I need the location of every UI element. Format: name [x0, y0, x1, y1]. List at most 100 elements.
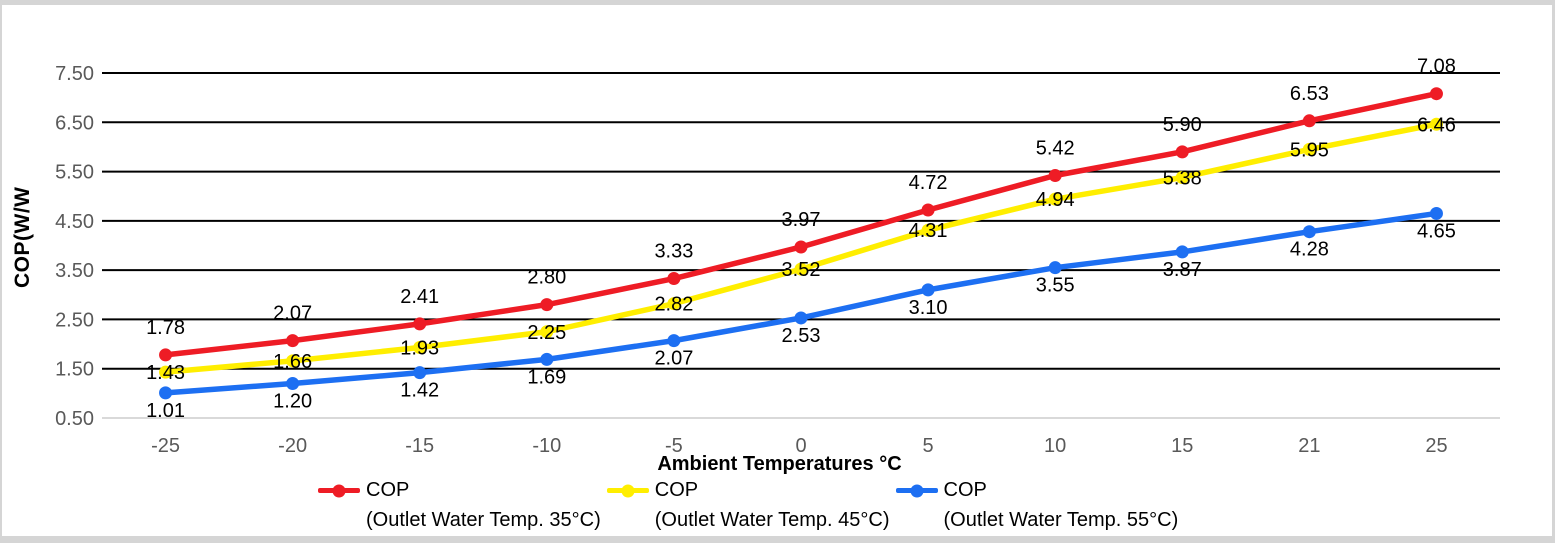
legend-series-name: COP [654, 479, 699, 501]
series-0-line [159, 87, 1443, 362]
data-point-marker [159, 386, 173, 400]
legend-line-marker-icon [895, 484, 938, 497]
data-label: 5.38 [1163, 167, 1202, 189]
legend-dot-icon [332, 484, 346, 497]
series-1-line [159, 117, 1443, 379]
data-label: 1.93 [400, 338, 439, 360]
data-point-marker [1048, 169, 1062, 183]
x-tick-label: 15 [1171, 435, 1193, 457]
legend-item-1: COP (Outlet Water Temp. 45°C) [606, 476, 890, 535]
data-label: 1.43 [146, 362, 185, 384]
data-point-marker [667, 272, 681, 286]
y-tick-label: 4.50 [55, 211, 94, 233]
series-path [162, 210, 1440, 396]
data-label: 5.90 [1163, 114, 1202, 136]
data-label: 1.20 [273, 391, 312, 413]
data-point-marker [1048, 261, 1062, 275]
legend-series-name: COP [943, 479, 987, 501]
data-point-marker [1429, 206, 1443, 220]
data-point-marker [1048, 192, 1062, 206]
data-label: 5.95 [1290, 139, 1329, 161]
y-tick-label: 1.50 [55, 359, 94, 381]
legend-text: COP (Outlet Water Temp. 55°C) [944, 476, 1179, 535]
data-point-marker [1429, 117, 1443, 131]
x-tick-label: 5 [923, 435, 934, 457]
data-label: 6.46 [1417, 114, 1456, 136]
x-tick-label: -20 [278, 435, 307, 457]
y-tick-label: 0.50 [55, 408, 94, 430]
data-label: 4.31 [909, 220, 948, 242]
data-point-marker [794, 240, 808, 254]
legend-dot-icon [621, 484, 635, 497]
data-point-marker [413, 341, 427, 355]
series-2-data-labels: 1.01 1.20 1.42 1.69 2.07 2.53 3.10 3.55 3.87 4.28… [146, 220, 1456, 421]
data-point-marker [413, 317, 427, 331]
legend: COP (Outlet Water Temp. 35°C) COP (Outlet W… [318, 476, 1178, 535]
data-point-marker [540, 325, 554, 339]
y-tick-label: 2.50 [55, 309, 94, 331]
data-point-marker [667, 297, 681, 311]
y-tick-label: 5.50 [55, 162, 94, 184]
data-label: 2.25 [527, 322, 566, 344]
series-2-line [159, 206, 1443, 400]
data-label: 3.87 [1163, 259, 1202, 281]
data-point-marker [667, 334, 681, 348]
y-axis-title: COP(W/W [11, 186, 34, 289]
data-point-marker [794, 262, 808, 276]
data-label: 3.10 [909, 297, 948, 319]
data-label: 2.53 [782, 325, 821, 347]
data-point-marker [1175, 170, 1189, 184]
data-label: 1.42 [400, 380, 439, 402]
data-label: 3.55 [1036, 275, 1075, 297]
x-tick-label: -5 [665, 435, 683, 457]
x-tick-label: 21 [1298, 435, 1320, 457]
data-point-marker [159, 348, 173, 362]
series-1-data-labels: 1.43 1.66 1.93 2.25 2.82 3.52 4.31 4.94 5.38 5.95… [146, 114, 1456, 384]
data-point-marker [540, 352, 554, 366]
legend-item-0: COP (Outlet Water Temp. 35°C) [318, 476, 601, 535]
data-label: 3.97 [782, 209, 821, 231]
series-0-data-labels: 1.78 2.07 2.41 2.80 3.33 3.97 4.72 5.42 5.90 6.53… [146, 56, 1456, 339]
data-point-marker [1302, 225, 1316, 239]
legend-dot-icon [910, 484, 923, 497]
data-label: 2.80 [527, 267, 566, 289]
legend-text: COP (Outlet Water Temp. 35°C) [366, 476, 601, 535]
data-point-marker [286, 377, 300, 390]
legend-item-2: COP (Outlet Water Temp. 55°C) [895, 476, 1179, 535]
data-point-marker [794, 311, 808, 325]
data-point-marker [286, 354, 300, 368]
data-label: 4.94 [1036, 189, 1075, 211]
data-point-marker [1302, 142, 1316, 156]
data-point-marker [1429, 87, 1443, 101]
x-axis-tick-labels: -25 -20 -15 -10 -5 0 5 10 15 21 25 [151, 435, 1447, 457]
data-point-marker [921, 283, 935, 297]
data-label: 2.82 [654, 294, 693, 316]
data-label: 7.08 [1417, 56, 1456, 78]
plot-area: 7.50 6.50 5.50 4.50 3.50 2.50 1.50 0.50 -25 -20 -1… [55, 56, 1500, 457]
legend-series-sublabel: (Outlet Water Temp. 55°C) [943, 509, 1179, 531]
data-point-marker [413, 366, 427, 380]
x-tick-label: 0 [795, 435, 806, 457]
data-point-marker [921, 223, 935, 237]
legend-series-sublabel: (Outlet Water Temp. 35°C) [366, 509, 601, 531]
legend-line-marker-icon [606, 484, 649, 497]
data-label: 3.33 [654, 241, 693, 263]
data-label: 6.53 [1290, 83, 1329, 105]
data-label: 1.78 [146, 317, 185, 339]
data-point-marker [159, 365, 173, 379]
data-point-marker [921, 203, 935, 217]
x-tick-label: 25 [1425, 435, 1447, 457]
x-tick-label: -15 [405, 435, 434, 457]
data-label: 1.01 [146, 400, 185, 422]
y-tick-label: 3.50 [55, 260, 94, 282]
data-point-marker [1175, 145, 1189, 159]
y-axis-tick-labels: 7.50 6.50 5.50 4.50 3.50 2.50 1.50 0.50 [55, 63, 94, 430]
data-label: 2.07 [273, 303, 312, 325]
data-label: 4.28 [1290, 239, 1329, 261]
legend-series-name: COP [366, 479, 410, 501]
legend-text: COP (Outlet Water Temp. 45°C) [655, 476, 890, 535]
data-point-marker [1302, 114, 1316, 128]
legend-line-marker-icon [318, 484, 360, 497]
x-tick-label: -10 [532, 435, 561, 457]
data-label: 3.52 [782, 259, 821, 281]
